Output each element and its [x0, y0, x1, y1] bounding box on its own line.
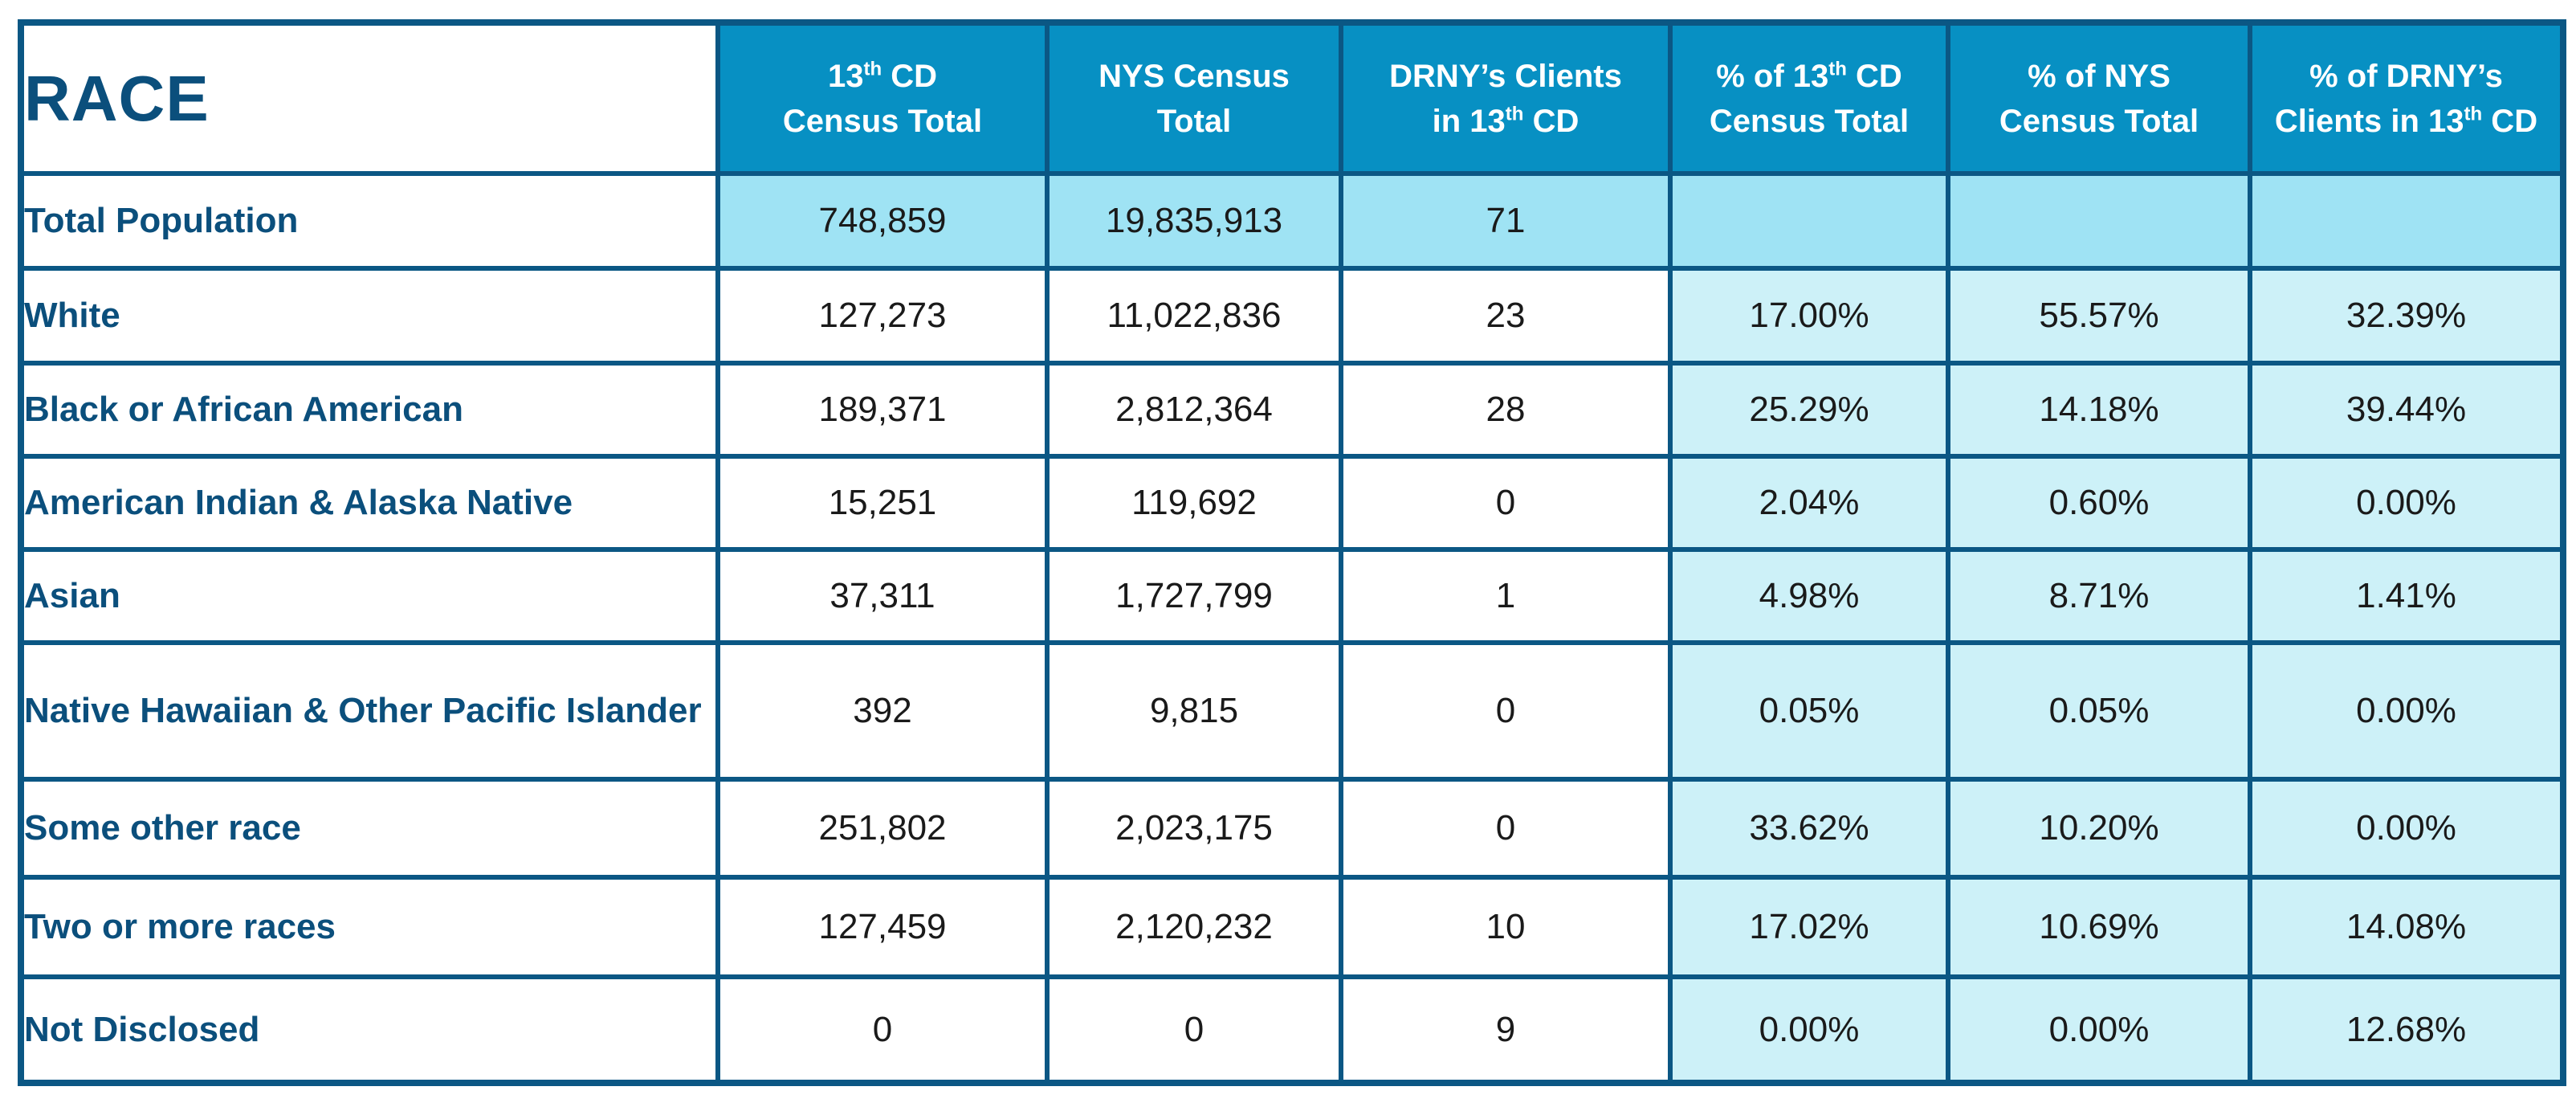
cell-nys-census-total: 9,815	[1045, 640, 1343, 782]
cell-nys-census-total: 2,023,175	[1045, 777, 1343, 880]
column-header-pct-drny-clients-13th-cd: % of DRNY’s Clients in 13th CD	[2248, 20, 2566, 176]
table-row-white: White 127,273 11,022,836 23 17.00% 55.57…	[18, 266, 2566, 366]
column-header-drny-clients-13th-cd: DRNY’s Clients in 13th CD	[1339, 20, 1673, 176]
cell-13th-cd-census-total: 392	[715, 640, 1050, 782]
table-row-black-or-african-american: Black or African American 189,371 2,812,…	[18, 361, 2566, 459]
row-label: Native Hawaiian & Other Pacific Islander	[18, 640, 720, 782]
header-row: RACE 13th CD Census Total NYS Census Tot…	[18, 20, 2566, 176]
cell-pct-nys: 14.18%	[1946, 361, 2252, 459]
cell-drny-clients: 0	[1339, 640, 1673, 782]
cell-pct-13th-cd: 0.05%	[1668, 640, 1950, 782]
table-row-american-indian-alaska-native: American Indian & Alaska Native 15,251 1…	[18, 454, 2566, 552]
row-label: Some other race	[18, 777, 720, 880]
cell-13th-cd-census-total: 748,859	[715, 171, 1050, 271]
cell-pct-nys: 55.57%	[1946, 266, 2252, 366]
cell-pct-13th-cd: 0.00%	[1668, 974, 1950, 1085]
cell-pct-13th-cd	[1668, 171, 1950, 271]
cell-pct-drny-clients: 12.68%	[2248, 974, 2566, 1085]
cell-drny-clients: 0	[1339, 777, 1673, 880]
cell-pct-13th-cd: 4.98%	[1668, 547, 1950, 645]
cell-13th-cd-census-total: 0	[715, 974, 1050, 1085]
cell-pct-drny-clients: 39.44%	[2248, 361, 2566, 459]
cell-nys-census-total: 2,812,364	[1045, 361, 1343, 459]
column-header-pct-13th-cd-census-total: % of 13th CD Census Total	[1668, 20, 1950, 176]
row-label: American Indian & Alaska Native	[18, 454, 720, 552]
cell-pct-13th-cd: 17.02%	[1668, 875, 1950, 979]
cell-pct-nys: 0.00%	[1946, 974, 2252, 1085]
row-label: Black or African American	[18, 361, 720, 459]
row-label: Not Disclosed	[18, 974, 720, 1085]
cell-pct-drny-clients	[2248, 171, 2566, 271]
table-row-not-disclosed: Not Disclosed 0 0 9 0.00% 0.00% 12.68%	[18, 974, 2566, 1085]
table-row-two-or-more-races: Two or more races 127,459 2,120,232 10 1…	[18, 875, 2566, 979]
cell-nys-census-total: 11,022,836	[1045, 266, 1343, 366]
column-header-pct-nys-census-total: % of NYS Census Total	[1946, 20, 2252, 176]
table-row-some-other-race: Some other race 251,802 2,023,175 0 33.6…	[18, 777, 2566, 880]
column-header-nys-census-total: NYS Census Total	[1045, 20, 1343, 176]
table-title: RACE	[18, 20, 720, 176]
cell-drny-clients: 23	[1339, 266, 1673, 366]
cell-pct-drny-clients: 0.00%	[2248, 454, 2566, 552]
cell-pct-nys	[1946, 171, 2252, 271]
cell-13th-cd-census-total: 251,802	[715, 777, 1050, 880]
cell-pct-drny-clients: 32.39%	[2248, 266, 2566, 366]
cell-drny-clients: 10	[1339, 875, 1673, 979]
cell-pct-13th-cd: 17.00%	[1668, 266, 1950, 366]
cell-drny-clients: 71	[1339, 171, 1673, 271]
cell-drny-clients: 28	[1339, 361, 1673, 459]
cell-drny-clients: 9	[1339, 974, 1673, 1085]
cell-pct-drny-clients: 0.00%	[2248, 640, 2566, 782]
cell-pct-drny-clients: 14.08%	[2248, 875, 2566, 979]
row-label: White	[18, 266, 720, 366]
row-label: Asian	[18, 547, 720, 645]
row-label: Two or more races	[18, 875, 720, 979]
cell-pct-13th-cd: 2.04%	[1668, 454, 1950, 552]
cell-pct-nys: 10.20%	[1946, 777, 2252, 880]
cell-pct-13th-cd: 33.62%	[1668, 777, 1950, 880]
cell-nys-census-total: 19,835,913	[1045, 171, 1343, 271]
table-row-native-hawaiian-other-pacific-islander: Native Hawaiian & Other Pacific Islander…	[18, 640, 2566, 782]
table-row-asian: Asian 37,311 1,727,799 1 4.98% 8.71% 1.4…	[18, 547, 2566, 645]
cell-nys-census-total: 0	[1045, 974, 1343, 1085]
cell-13th-cd-census-total: 189,371	[715, 361, 1050, 459]
cell-nys-census-total: 2,120,232	[1045, 875, 1343, 979]
column-header-13th-cd-census-total: 13th CD Census Total	[715, 20, 1050, 176]
cell-pct-drny-clients: 0.00%	[2248, 777, 2566, 880]
cell-nys-census-total: 1,727,799	[1045, 547, 1343, 645]
cell-drny-clients: 1	[1339, 547, 1673, 645]
cell-pct-nys: 8.71%	[1946, 547, 2252, 645]
cell-13th-cd-census-total: 127,273	[715, 266, 1050, 366]
cell-pct-drny-clients: 1.41%	[2248, 547, 2566, 645]
cell-nys-census-total: 119,692	[1045, 454, 1343, 552]
cell-pct-13th-cd: 25.29%	[1668, 361, 1950, 459]
cell-pct-nys: 10.69%	[1946, 875, 2252, 979]
table-row-total-population: Total Population 748,859 19,835,913 71	[18, 171, 2566, 271]
row-label: Total Population	[18, 171, 720, 271]
cell-pct-nys: 0.05%	[1946, 640, 2252, 782]
cell-13th-cd-census-total: 15,251	[715, 454, 1050, 552]
cell-drny-clients: 0	[1339, 454, 1673, 552]
race-table: RACE 13th CD Census Total NYS Census Tot…	[18, 19, 2566, 1086]
cell-13th-cd-census-total: 127,459	[715, 875, 1050, 979]
cell-13th-cd-census-total: 37,311	[715, 547, 1050, 645]
cell-pct-nys: 0.60%	[1946, 454, 2252, 552]
